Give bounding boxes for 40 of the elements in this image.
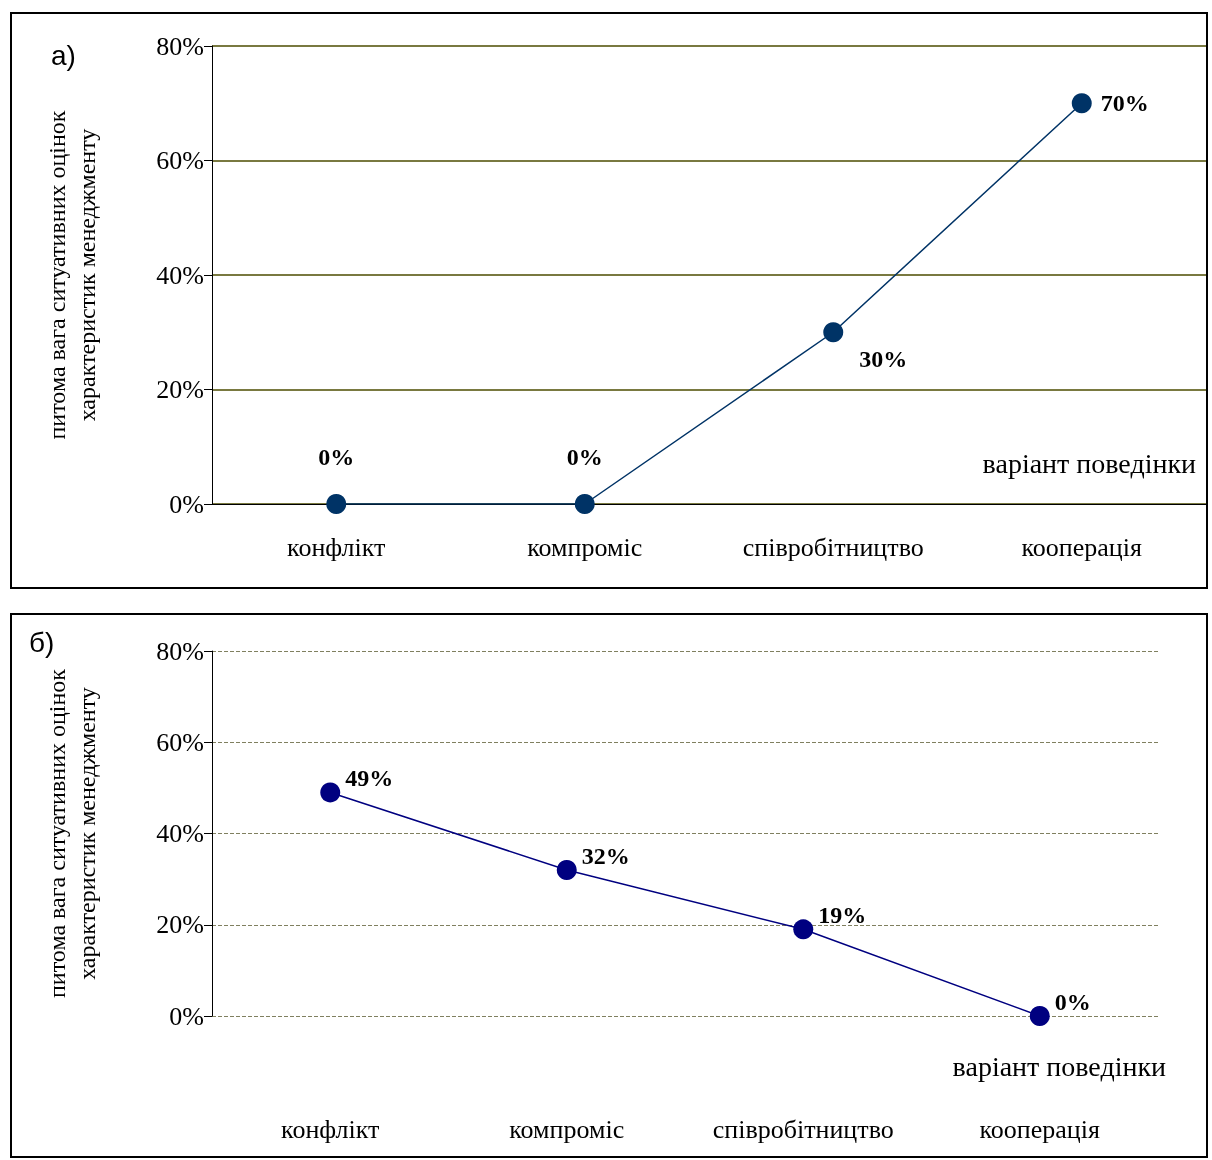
- chart-title: б): [29, 626, 55, 658]
- y-tick-label: 0%: [169, 489, 204, 519]
- data-label: 32%: [581, 843, 630, 869]
- x-tick-label: співробітництво: [712, 1114, 894, 1144]
- data-label: 0%: [1054, 989, 1091, 1015]
- x-axis-title: варіант поведінки: [952, 1050, 1167, 1082]
- y-tick-label: 40%: [156, 819, 204, 848]
- x-tick-label: компроміс: [527, 532, 643, 562]
- y-tick-label: 60%: [156, 146, 204, 175]
- data-label: 19%: [818, 902, 867, 929]
- data-label: 0%: [566, 444, 603, 470]
- y-axis-title: питома вага ситуативних оцінок характеристик менеджменту: [44, 110, 100, 440]
- point: [1029, 1006, 1050, 1026]
- y-tick-label: 0%: [169, 1001, 204, 1031]
- y-tick-label: 80%: [156, 636, 204, 666]
- x-tick-label: співробітництво: [742, 532, 924, 562]
- point: [556, 860, 577, 880]
- y-tick-label: 80%: [156, 31, 204, 61]
- x-tick-label: кооперація: [1021, 532, 1142, 562]
- point: [793, 919, 814, 940]
- point: [1071, 93, 1092, 114]
- x-tick-label: конфлікт: [281, 1114, 380, 1144]
- point: [823, 322, 844, 343]
- data-label: 49%: [345, 765, 394, 792]
- chart-title: а): [51, 39, 76, 71]
- data-label: 0%: [318, 444, 355, 470]
- point: [320, 782, 341, 803]
- point: [326, 494, 347, 514]
- y-tick-label: 60%: [156, 727, 204, 757]
- point: [574, 494, 595, 514]
- x-tick-label: компроміс: [509, 1114, 625, 1144]
- y-axis-title: питома вага ситуативних оцінок характеристик менеджменту: [44, 668, 100, 998]
- x-tick-label: кооперація: [979, 1114, 1100, 1144]
- x-axis-title: варіант поведінки: [982, 447, 1197, 479]
- y-tick-label: 20%: [156, 910, 204, 940]
- data-label: 30%: [859, 346, 908, 373]
- x-tick-label: конфлікт: [287, 532, 386, 562]
- data-label: 70%: [1100, 90, 1149, 117]
- y-tick-label: 40%: [156, 260, 204, 290]
- y-tick-label: 20%: [156, 375, 204, 404]
